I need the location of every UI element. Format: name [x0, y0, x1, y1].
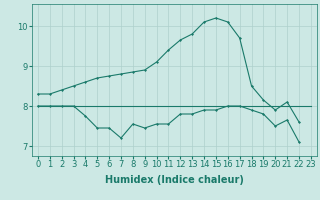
X-axis label: Humidex (Indice chaleur): Humidex (Indice chaleur) [105, 175, 244, 185]
